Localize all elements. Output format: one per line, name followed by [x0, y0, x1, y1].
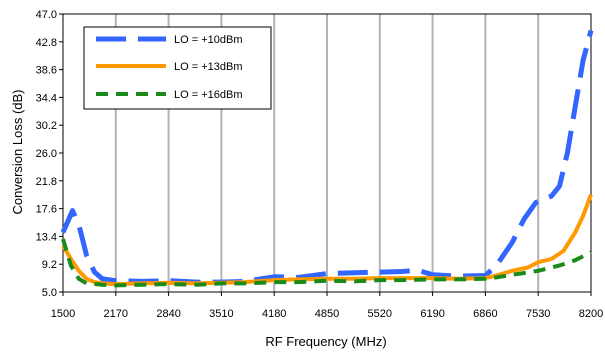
y-tick-label: 47.0	[36, 9, 57, 21]
x-tick-label: 1500	[51, 308, 75, 320]
y-tick-label: 38.6	[36, 65, 57, 77]
legend-label-lo-13: LO = +13dBm	[174, 61, 243, 73]
y-tick-label: 21.8	[36, 176, 57, 188]
y-tick-label: 34.4	[36, 92, 57, 104]
y-axis-title: Conversion Loss (dB)	[10, 90, 25, 215]
legend-label-lo-16: LO = +16dBm	[174, 89, 243, 101]
x-tick-label: 4180	[262, 308, 286, 320]
x-tick-label: 6860	[473, 308, 497, 320]
y-tick-label: 5.0	[42, 287, 57, 299]
series-line-2	[61, 238, 592, 288]
x-tick-label: 4850	[315, 308, 339, 320]
y-tick-label: 17.6	[36, 204, 57, 216]
series-lines	[60, 29, 594, 288]
series-line-0	[60, 29, 594, 285]
x-tick-label: 8200	[579, 308, 603, 320]
x-axis-title: RF Frequency (MHz)	[265, 334, 386, 349]
x-tick-label: 5520	[368, 308, 392, 320]
y-tick-label: 9.2	[42, 259, 57, 271]
x-tick-label: 3510	[209, 308, 233, 320]
x-tick-label: 6190	[420, 308, 444, 320]
y-tick-label: 42.8	[36, 37, 57, 49]
x-tick-label: 7530	[526, 308, 550, 320]
x-axis-ticks: 1500 2170 2840 3510 4180 4850 5520 6190 6860 7530…	[51, 292, 603, 320]
y-tick-label: 13.4	[36, 231, 57, 243]
legend-label-lo-10: LO = +10dBm	[174, 34, 243, 46]
y-axis-ticks: 47.0 42.8 38.6 34.4 30.2 26.0 21.8 17.6 13.4 9.2 5…	[36, 9, 63, 299]
x-tick-label: 2170	[104, 308, 128, 320]
y-tick-label: 26.0	[36, 148, 57, 160]
legend: LO = +10dBm LO = +13dBm LO = +16dBm	[83, 26, 272, 110]
y-tick-label: 30.2	[36, 120, 57, 132]
x-tick-label: 2840	[156, 308, 180, 320]
